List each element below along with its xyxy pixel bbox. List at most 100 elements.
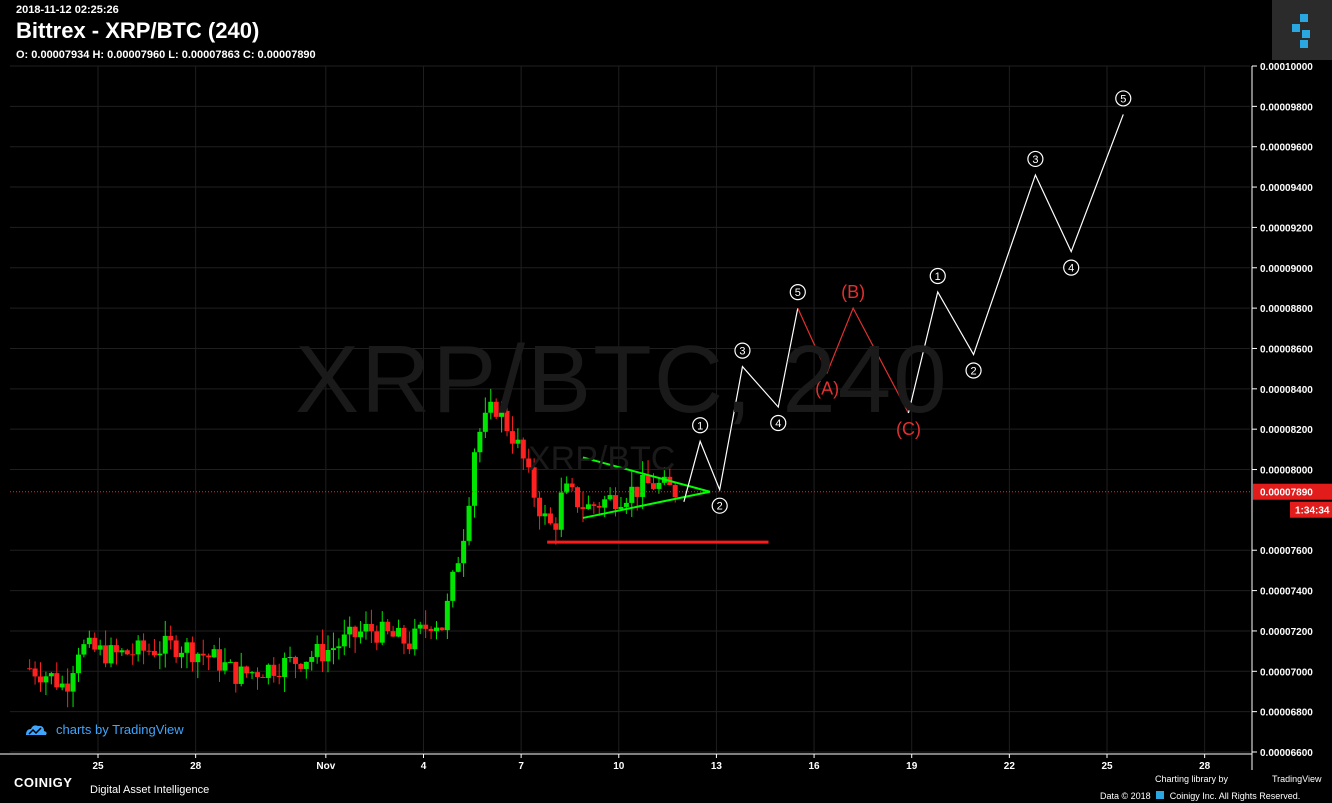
candle-down xyxy=(130,654,136,656)
candle-up xyxy=(488,401,494,413)
impulse-wave-1-marker xyxy=(711,497,728,514)
price-tick-label: 0.00008800 xyxy=(1260,304,1313,315)
time-tick-label: 13 xyxy=(711,761,723,772)
candle-up xyxy=(222,662,228,671)
candle-down xyxy=(569,483,575,488)
price-tick-label: 0.00009200 xyxy=(1260,223,1313,234)
impulse-wave-1-label: 3 xyxy=(739,346,745,358)
candle-up xyxy=(287,656,293,658)
correction-wave-label: (C) xyxy=(896,419,921,439)
impulse-wave-2-marker xyxy=(929,267,946,285)
candle-down xyxy=(217,649,223,671)
time-tick-label: 4 xyxy=(421,761,427,772)
impulse-wave-1-marker xyxy=(789,284,806,301)
timestamp: 2018-11-12 02:25:26 xyxy=(16,4,119,16)
candle-up xyxy=(75,654,81,674)
candle-down xyxy=(200,653,206,656)
candle-up xyxy=(564,483,570,493)
candle-down xyxy=(168,635,174,641)
candle-up xyxy=(238,666,244,684)
current-price-tag xyxy=(1253,483,1332,500)
candle-up xyxy=(135,640,141,655)
candle-up xyxy=(515,439,521,444)
candle-up xyxy=(86,637,92,645)
time-tick-label: 28 xyxy=(1199,761,1211,772)
candle-down xyxy=(233,661,239,684)
candle-up xyxy=(314,643,320,657)
candle-down xyxy=(575,487,581,508)
impulse-wave-1-label: 5 xyxy=(795,287,801,299)
impulse-wave-2-label: 3 xyxy=(1032,154,1038,166)
impulse-wave-2-path xyxy=(907,114,1124,414)
candles xyxy=(27,388,678,708)
time-tick-label: 28 xyxy=(190,761,202,772)
coinigy-logo-button[interactable] xyxy=(1272,0,1332,60)
candle-down xyxy=(260,677,266,679)
impulse-wave-1-label: 4 xyxy=(775,418,781,430)
price-tick-label: 0.00007600 xyxy=(1260,546,1313,557)
impulse-wave-1-label: 1 xyxy=(697,420,703,432)
candle-up xyxy=(108,645,114,664)
candle-up xyxy=(412,628,418,650)
candle-up xyxy=(157,653,163,656)
impulse-wave-2-marker xyxy=(1027,150,1044,168)
candle-down xyxy=(173,640,179,658)
chart-grid xyxy=(10,65,1250,753)
impulse-wave-1-label: 2 xyxy=(717,501,723,513)
candle-up xyxy=(347,626,353,635)
candle-up xyxy=(184,642,190,653)
current-price-label: 0.00007890 xyxy=(1260,488,1313,499)
candle-down xyxy=(531,467,537,498)
candle-up xyxy=(618,506,624,510)
candle-down xyxy=(591,504,597,506)
coinigy-wordmark: COINIGY xyxy=(14,775,73,790)
candle-up xyxy=(471,452,477,506)
candle-up xyxy=(81,644,87,655)
candle-up xyxy=(43,676,49,683)
candle-down xyxy=(406,643,412,650)
tradingview-badge[interactable]: charts by TradingView xyxy=(24,722,184,737)
price-tick-label: 0.00009600 xyxy=(1260,143,1313,154)
candle-down xyxy=(32,668,38,677)
impulse-wave-2-marker xyxy=(1115,90,1132,107)
impulse-wave-2-marker xyxy=(1063,259,1080,276)
impulse-wave-1-marker xyxy=(734,342,751,359)
correction-wave-label: (A) xyxy=(815,379,839,399)
data-credit: Data © 2018 Coinigy Inc. All Rights Rese… xyxy=(1100,791,1301,801)
coinigy-small-icon xyxy=(1156,791,1165,799)
time-tick-label: Nov xyxy=(316,761,335,772)
candle-down xyxy=(189,642,195,663)
candle-down xyxy=(151,650,157,656)
candle-down xyxy=(276,675,282,678)
candle-up xyxy=(477,431,483,453)
candle-up xyxy=(396,627,402,637)
price-tick-label: 0.00007000 xyxy=(1260,667,1313,678)
candle-down xyxy=(580,507,586,509)
candle-up xyxy=(455,563,461,572)
chart-title: Bittrex - XRP/BTC (240) xyxy=(16,18,260,43)
time-tick-label: 10 xyxy=(613,761,625,772)
candle-up xyxy=(585,504,591,509)
impulse-wave-2-marker xyxy=(965,362,982,379)
candle-down xyxy=(320,643,326,662)
candle-down xyxy=(526,458,532,468)
price-tick-label: 0.00007400 xyxy=(1260,587,1313,598)
candle-down xyxy=(352,626,358,638)
candle-down xyxy=(537,497,543,517)
tradingview-credit[interactable]: TradingView xyxy=(1272,774,1322,784)
footer xyxy=(0,770,1332,803)
drawing-overlays: 1 2 3 4 5 (A) (B) (C) 1 2 3 4 5 xyxy=(10,90,1250,544)
watermark: XRP/BTC, 240 xyxy=(295,326,949,433)
candle-down xyxy=(292,656,298,664)
candle-up xyxy=(330,648,336,651)
candle-up xyxy=(341,634,347,647)
ohlc-readout: O: 0.00007934 H: 0.00007960 L: 0.0000786… xyxy=(16,49,316,61)
candle-up xyxy=(602,499,608,508)
candle-up xyxy=(379,621,385,643)
triangle-pattern xyxy=(582,456,711,519)
candle-up xyxy=(461,540,467,564)
candle-down xyxy=(368,623,374,632)
correction-wave-label: (B) xyxy=(841,282,865,302)
time-tick-label: 25 xyxy=(1101,761,1113,772)
